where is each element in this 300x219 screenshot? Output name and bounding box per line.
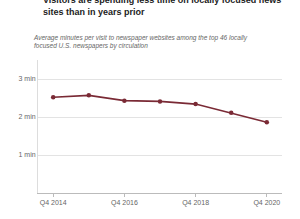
svg-text:3 min: 3 min	[18, 75, 35, 82]
svg-text:Q4 2014: Q4 2014	[40, 199, 67, 207]
svg-text:1 min: 1 min	[18, 151, 35, 158]
svg-text:2 min: 2 min	[18, 113, 35, 120]
svg-text:Visitors are spending less tim: Visitors are spending less time on local…	[43, 0, 281, 17]
svg-text:Q4 2018: Q4 2018	[182, 199, 209, 207]
svg-text:Q4 2020: Q4 2020	[253, 199, 280, 207]
svg-text:Average minutes per visit to n: Average minutes per visit to newspaper w…	[33, 34, 248, 50]
svg-text:Q4 2016: Q4 2016	[111, 199, 138, 207]
